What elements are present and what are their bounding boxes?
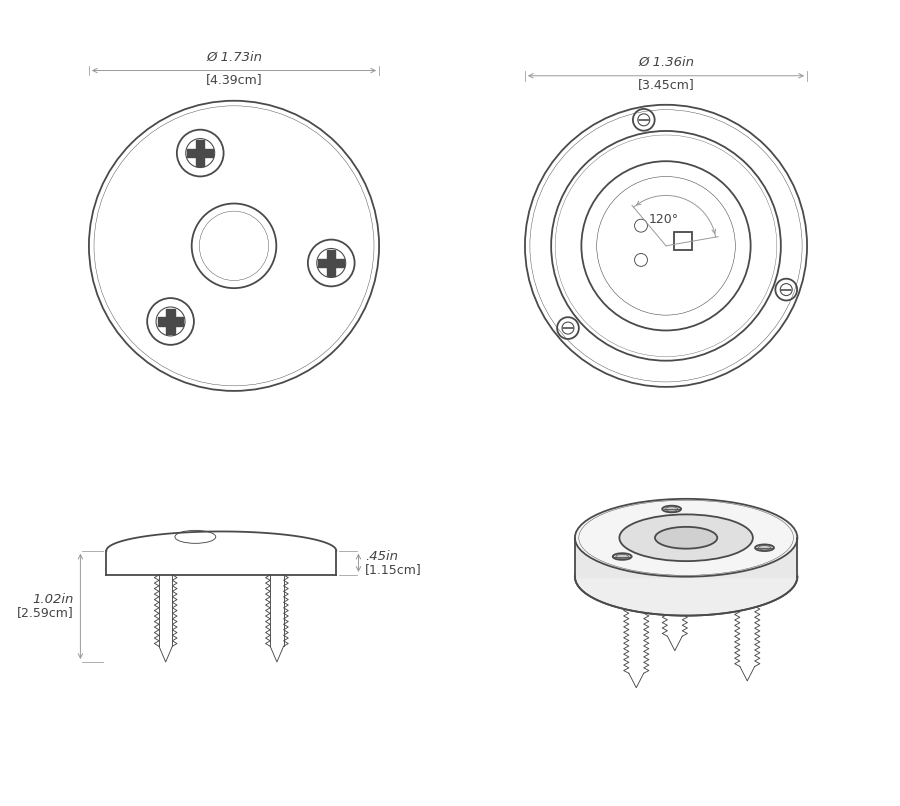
Text: [2.59cm]: [2.59cm] <box>17 607 74 620</box>
Text: [1.15cm]: [1.15cm] <box>365 563 422 576</box>
Polygon shape <box>575 538 797 577</box>
Text: Ø 1.73in: Ø 1.73in <box>206 50 262 63</box>
Text: 120°: 120° <box>649 214 680 226</box>
Polygon shape <box>196 140 204 166</box>
Circle shape <box>199 152 202 155</box>
Polygon shape <box>166 309 175 334</box>
Text: [4.39cm]: [4.39cm] <box>206 73 262 85</box>
Ellipse shape <box>575 499 797 577</box>
Ellipse shape <box>575 538 797 616</box>
Circle shape <box>329 261 333 264</box>
Bar <box>674 232 692 250</box>
Ellipse shape <box>755 544 774 551</box>
Polygon shape <box>327 250 336 276</box>
Ellipse shape <box>662 505 681 513</box>
Ellipse shape <box>613 553 632 560</box>
Text: [3.45cm]: [3.45cm] <box>637 78 695 91</box>
Ellipse shape <box>655 527 717 549</box>
Polygon shape <box>187 149 213 157</box>
Polygon shape <box>319 259 344 267</box>
Text: Ø 1.36in: Ø 1.36in <box>638 56 694 69</box>
Text: .45in: .45in <box>365 550 398 563</box>
Polygon shape <box>158 318 184 326</box>
Text: 1.02in: 1.02in <box>32 593 74 606</box>
Ellipse shape <box>619 514 753 561</box>
Circle shape <box>169 320 172 323</box>
